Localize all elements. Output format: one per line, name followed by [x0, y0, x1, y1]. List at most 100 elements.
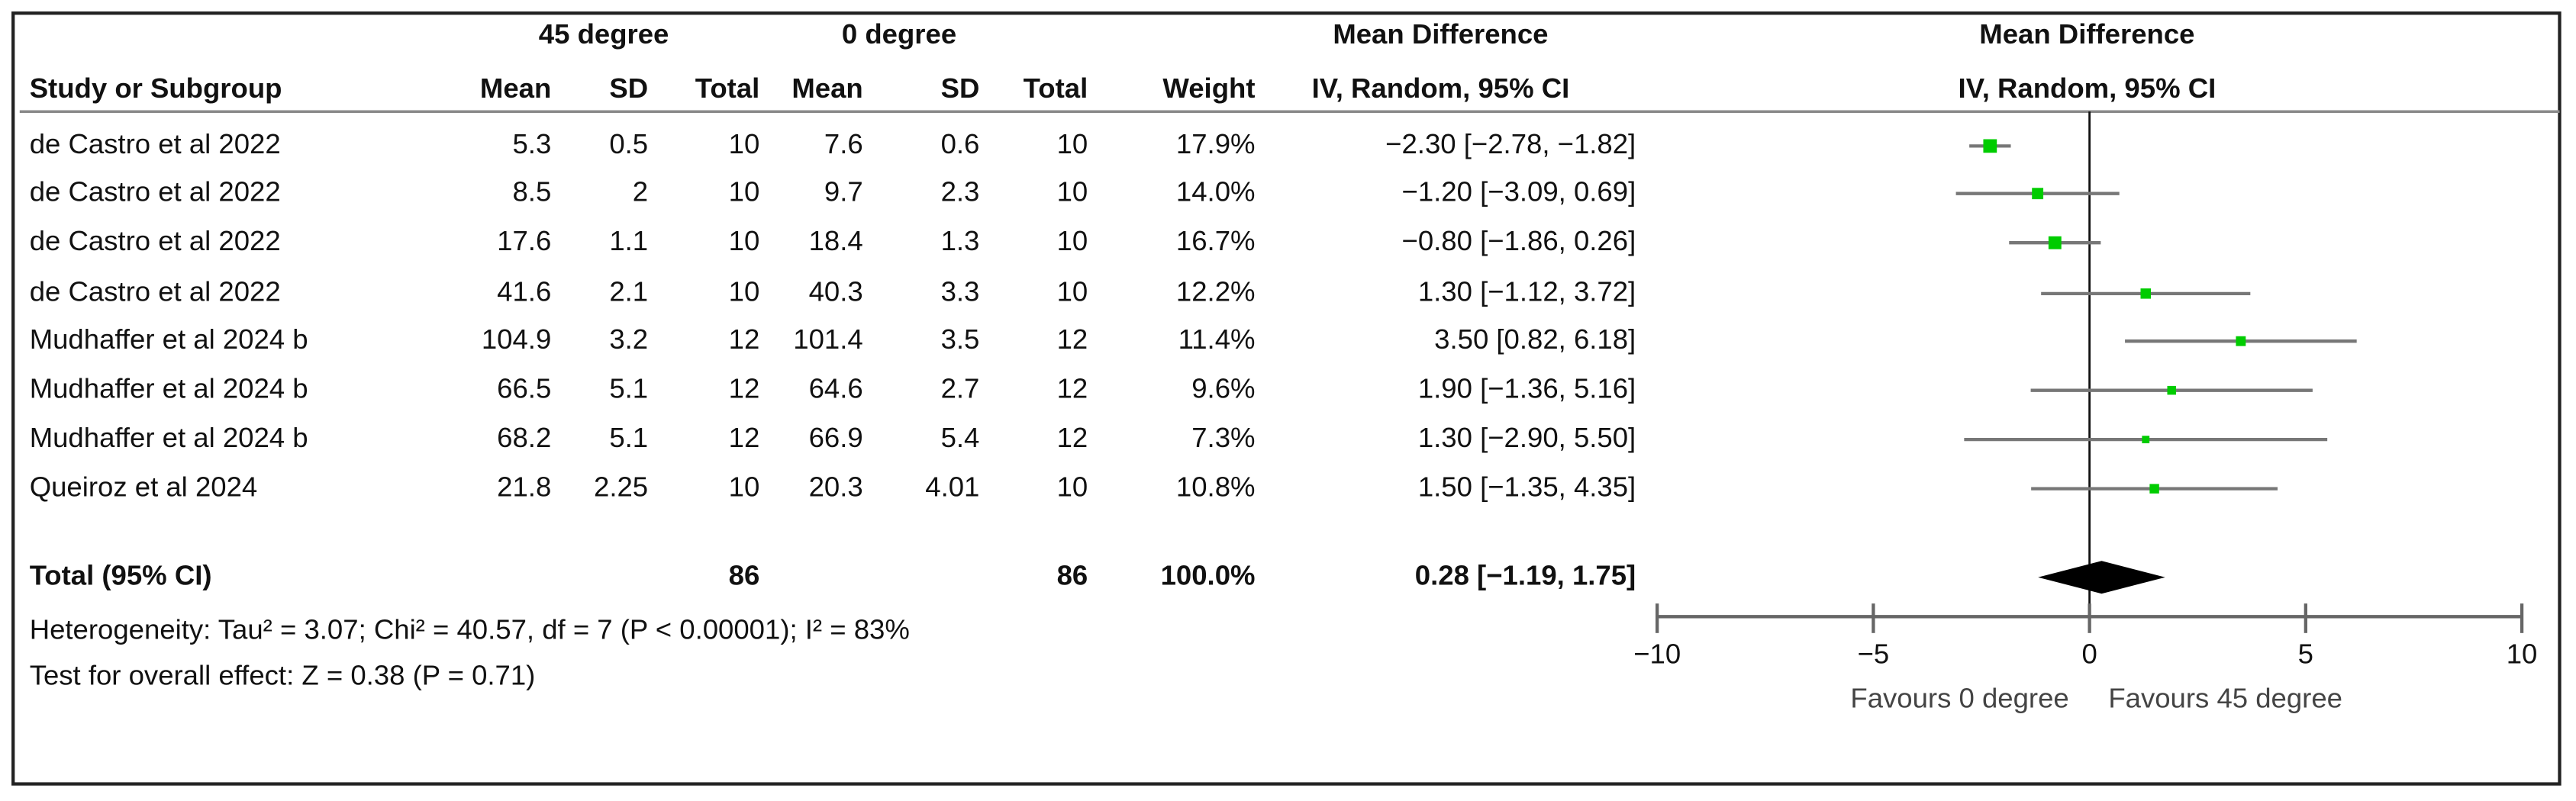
cell: 12	[729, 422, 760, 453]
effect-marker	[2142, 436, 2150, 444]
effect-marker	[2140, 288, 2151, 299]
cell: 1.50 [−1.35, 4.35]	[1418, 471, 1636, 502]
x-tick-label: 0	[2081, 639, 2097, 670]
cell: 5.1	[609, 422, 648, 453]
cell: de Castro et al 2022	[30, 275, 281, 307]
cell: Mudhaffer et al 2024 b	[30, 323, 308, 355]
cell: 10	[729, 275, 760, 307]
effect-marker	[2149, 484, 2159, 494]
cell: −1.20 [−3.09, 0.69]	[1402, 175, 1636, 207]
cell: 12	[729, 323, 760, 355]
cell: 1.30 [−1.12, 3.72]	[1418, 275, 1636, 307]
cell: 1.1	[609, 225, 648, 256]
effect-marker	[2048, 236, 2062, 249]
cell: Queiroz et al 2024	[30, 471, 258, 502]
cell: Mudhaffer et al 2024 b	[30, 422, 308, 453]
cell: 1.3	[941, 225, 980, 256]
group-header: Mean Difference	[1333, 18, 1548, 50]
cell: 2.3	[941, 175, 980, 207]
cell: de Castro et al 2022	[30, 175, 281, 207]
cell: 5.1	[609, 372, 648, 404]
total-cell: Total (95% CI)	[30, 559, 212, 590]
cell: 10	[1057, 128, 1088, 159]
column-header: Mean	[480, 72, 551, 104]
cell: 7.6	[824, 128, 863, 159]
column-header: SD	[609, 72, 648, 104]
cell: 104.9	[482, 323, 551, 355]
column-header: Mean	[791, 72, 862, 104]
cell: 10	[1057, 471, 1088, 502]
column-header: SD	[941, 72, 980, 104]
cell: 66.5	[497, 372, 551, 404]
effect-marker	[2167, 385, 2177, 395]
cell: de Castro et al 2022	[30, 225, 281, 256]
cell: 2	[633, 175, 648, 207]
group-header: 45 degree	[539, 18, 669, 50]
cell: 64.6	[809, 372, 863, 404]
pooled-diamond	[2038, 561, 2165, 594]
cell: 12.2%	[1176, 275, 1256, 307]
column-header: IV, Random, 95% CI	[1959, 72, 2217, 104]
cell: 3.3	[941, 275, 980, 307]
group-header: 0 degree	[842, 18, 956, 50]
cell: 3.2	[609, 323, 648, 355]
cell: 14.0%	[1176, 175, 1256, 207]
cell: Mudhaffer et al 2024 b	[30, 372, 308, 404]
effect-marker	[2236, 336, 2246, 346]
cell: 10.8%	[1176, 471, 1256, 502]
total-cell: 0.28 [−1.19, 1.75]	[1415, 559, 1636, 590]
cell: −2.30 [−2.78, −1.82]	[1385, 128, 1636, 159]
column-header: Weight	[1162, 72, 1255, 104]
overall-effect: Test for overall effect: Z = 0.38 (P = 0…	[30, 660, 536, 691]
column-header: Total	[695, 72, 760, 104]
cell: 10	[729, 225, 760, 256]
cell: 5.4	[941, 422, 980, 453]
cell: 17.6	[497, 225, 551, 256]
cell: 2.25	[594, 471, 648, 502]
cell: 3.5	[941, 323, 980, 355]
cell: 7.3%	[1191, 422, 1255, 453]
cell: 9.7	[824, 175, 863, 207]
total-cell: 100.0%	[1161, 559, 1256, 590]
cell: 10	[1057, 175, 1088, 207]
cell: 4.01	[925, 471, 979, 502]
cell: 40.3	[809, 275, 863, 307]
cell: 12	[1057, 372, 1088, 404]
cell: 10	[1057, 225, 1088, 256]
x-tick-label: −10	[1633, 639, 1681, 670]
cell: de Castro et al 2022	[30, 128, 281, 159]
cell: 20.3	[809, 471, 863, 502]
x-tick-label: −5	[1858, 639, 1890, 670]
cell: 41.6	[497, 275, 551, 307]
cell: 17.9%	[1176, 128, 1256, 159]
cell: 10	[729, 128, 760, 159]
cell: 12	[729, 372, 760, 404]
column-header: Study or Subgroup	[30, 72, 282, 104]
x-tick-label: 10	[2507, 639, 2538, 670]
cell: 12	[1057, 422, 1088, 453]
cell: 10	[729, 175, 760, 207]
cell: 5.3	[512, 128, 551, 159]
cell: −0.80 [−1.86, 0.26]	[1402, 225, 1636, 256]
cell: 0.6	[941, 128, 980, 159]
cell: 66.9	[809, 422, 863, 453]
cell: 16.7%	[1176, 225, 1256, 256]
total-cell: 86	[1057, 559, 1088, 590]
frame	[11, 11, 2561, 786]
cell: 21.8	[497, 471, 551, 502]
effect-marker	[1983, 139, 1997, 153]
cell: 101.4	[793, 323, 862, 355]
total-cell: 86	[729, 559, 760, 590]
cell: 68.2	[497, 422, 551, 453]
heterogeneity: Heterogeneity: Tau² = 3.07; Chi² = 40.57…	[30, 613, 910, 645]
cell: 2.1	[609, 275, 648, 307]
cell: 10	[729, 471, 760, 502]
column-header: Total	[1024, 72, 1088, 104]
x-tick-label: 5	[2298, 639, 2313, 670]
effect-marker	[2032, 188, 2044, 200]
favours-left: Favours 0 degree	[1850, 683, 2068, 714]
cell: 2.7	[941, 372, 980, 404]
column-header: IV, Random, 95% CI	[1312, 72, 1570, 104]
cell: 3.50 [0.82, 6.18]	[1434, 323, 1636, 355]
